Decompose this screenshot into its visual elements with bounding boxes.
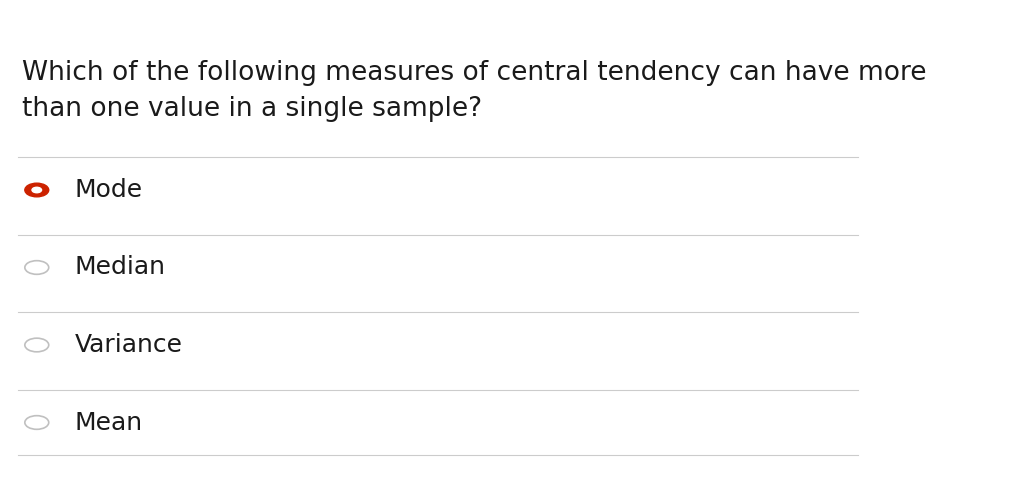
Circle shape — [24, 260, 49, 274]
Text: Mode: Mode — [74, 178, 143, 202]
Text: Which of the following measures of central tendency can have more
than one value: Which of the following measures of centr… — [22, 60, 927, 122]
Text: Mean: Mean — [74, 410, 143, 434]
Circle shape — [24, 183, 49, 197]
Circle shape — [24, 338, 49, 352]
Circle shape — [32, 188, 42, 192]
Text: Variance: Variance — [74, 333, 183, 357]
Text: Median: Median — [74, 256, 165, 280]
Circle shape — [24, 416, 49, 430]
